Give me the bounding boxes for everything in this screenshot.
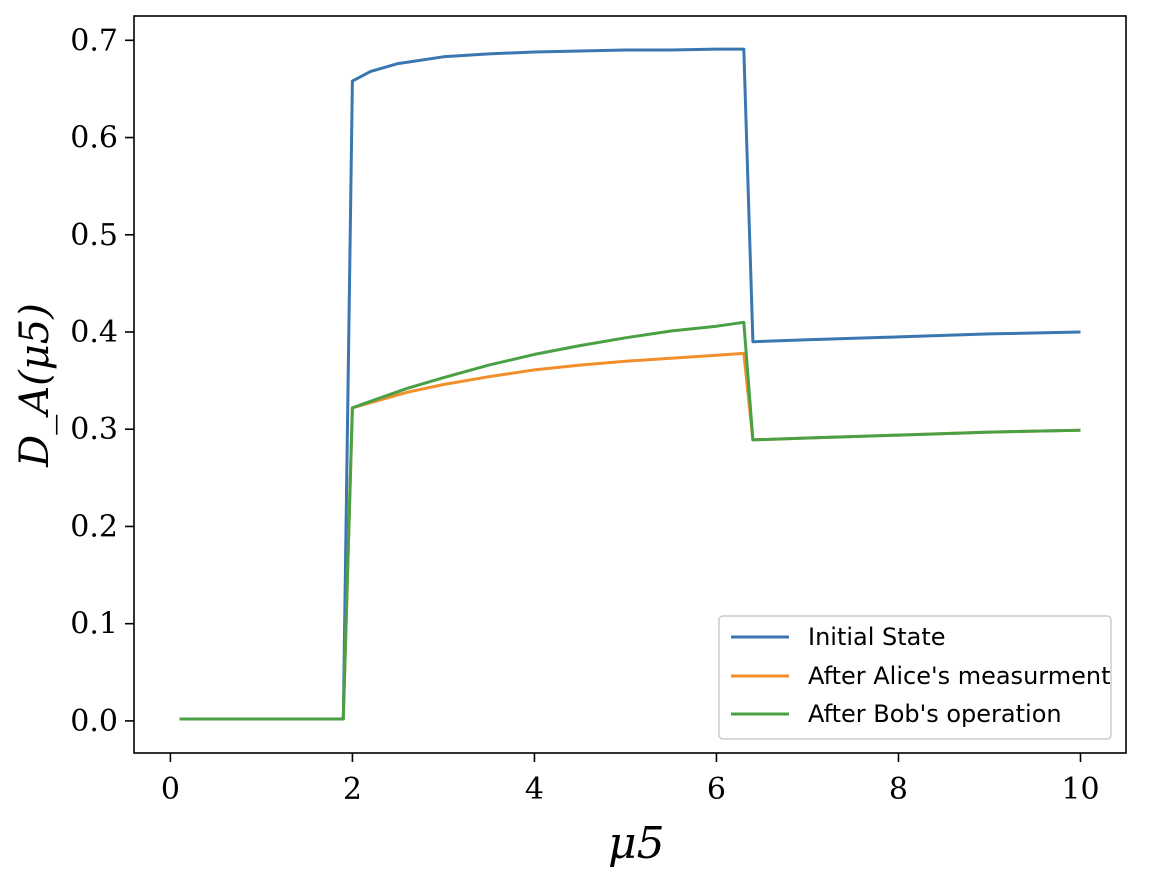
- y-tick-label: 0.4: [70, 315, 118, 350]
- y-tick-label: 0.2: [70, 509, 118, 544]
- x-tick-label: 0: [161, 772, 180, 807]
- x-tick-label: 2: [343, 772, 362, 807]
- x-tick-label: 6: [707, 772, 726, 807]
- x-axis-ticks: 0 2 4 6 8 10: [161, 753, 1100, 807]
- series-line-0: [179, 47, 1081, 721]
- y-tick-label: 0.6: [70, 121, 118, 156]
- plot-frame: [133, 15, 1127, 754]
- y-tick-label: 0.5: [70, 218, 118, 253]
- series-layer: [179, 47, 1081, 721]
- x-tick-label: 4: [525, 772, 544, 807]
- y-tick-label: 0.3: [70, 412, 118, 447]
- series-line-2: [179, 320, 1081, 721]
- legend-label-initial-state: Initial State: [808, 623, 946, 651]
- x-tick-label: 8: [889, 772, 908, 807]
- y-tick-label: 0.0: [70, 704, 118, 739]
- y-tick-label: 0.7: [70, 23, 118, 58]
- y-axis-label: D_A(μ5): [12, 303, 58, 468]
- legend-box: [718, 615, 1112, 740]
- legend-label-after-bob: After Bob's operation: [808, 700, 1062, 728]
- x-axis-label: μ5: [608, 818, 665, 869]
- y-tick-label: 0.1: [70, 607, 118, 642]
- legend-label-after-alice: After Alice's measurment: [808, 662, 1110, 690]
- x-tick-label: 10: [1061, 772, 1099, 807]
- legend: Initial State After Alice's measurment A…: [718, 615, 1112, 740]
- y-axis-ticks: 0.0 0.1 0.2 0.3 0.4 0.5 0.6 0.7: [70, 23, 134, 739]
